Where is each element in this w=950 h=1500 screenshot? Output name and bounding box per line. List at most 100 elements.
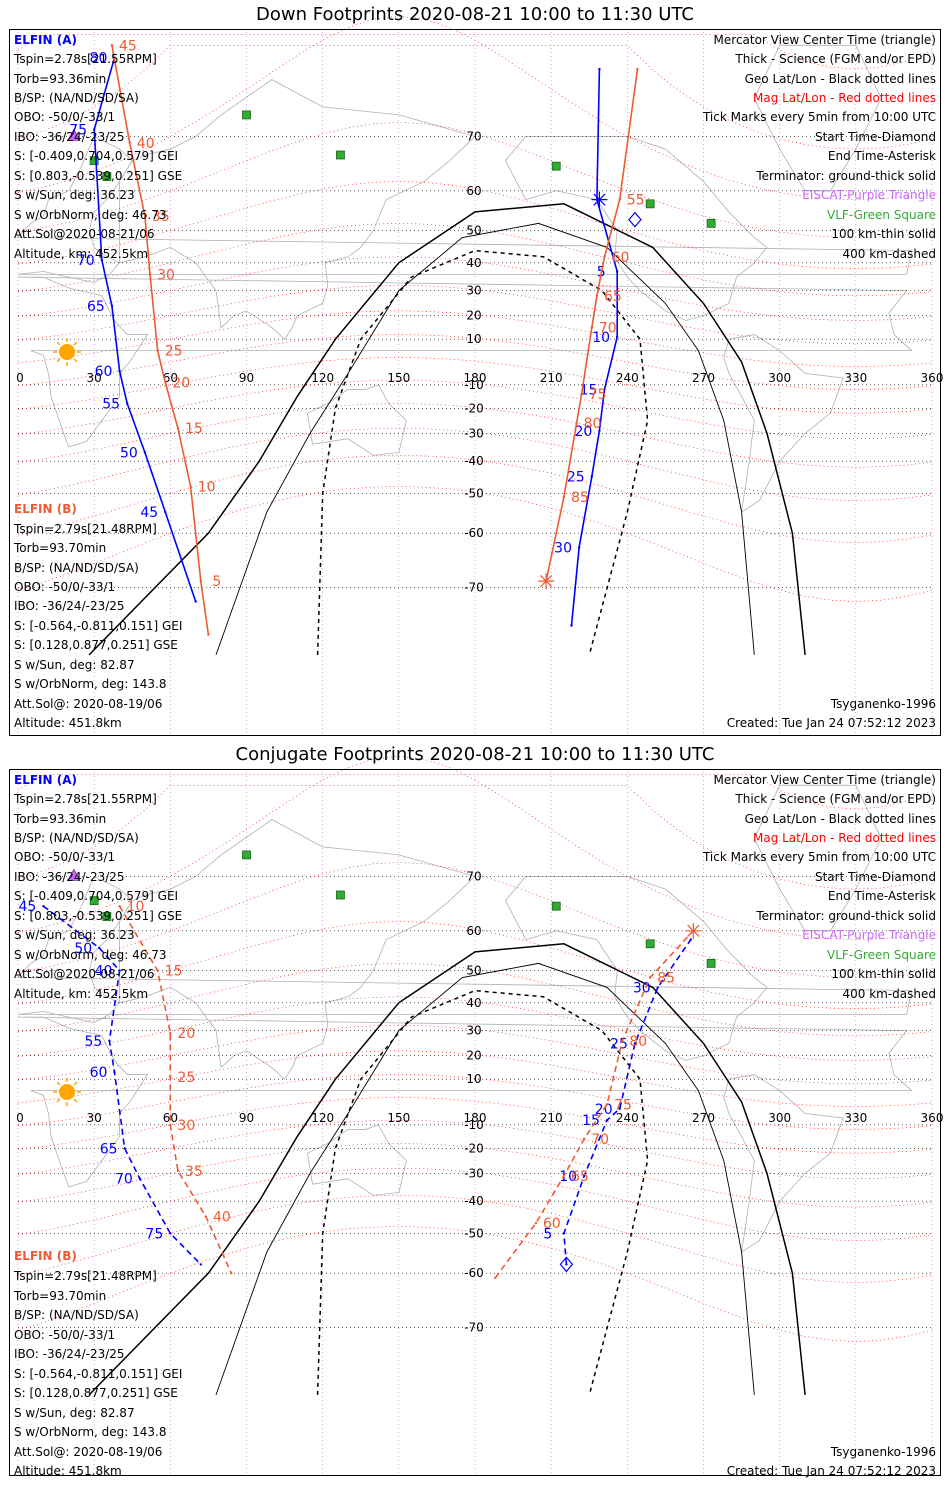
y-tick-label: 50 (466, 224, 481, 238)
elfin-a-line: S: [-0.409,0.704,0.579] GEI (14, 149, 179, 163)
elfin-a-line: S w/OrbNorm, deg: 46.73 (14, 208, 167, 222)
start-diamond-icon (628, 211, 642, 228)
eiscat-triangle-icon (67, 868, 81, 881)
legend-item: Geo Lat/Lon - Black dotted lines (744, 72, 936, 86)
track-point (113, 1071, 116, 1074)
track-point (570, 624, 573, 627)
sun-ray (73, 358, 78, 363)
elfin-b-line: S: [-0.564,-0.811,0.151] GEI (14, 619, 183, 633)
mag-lat-gridline (17, 963, 933, 1037)
elfin-b-line: S: [0.128,0.877,0.251] GSE (14, 638, 178, 652)
elfin-b-track (111, 45, 210, 635)
tick-time-label: 20 (177, 1026, 195, 1042)
legend-item: 400 km-dashed (842, 987, 936, 1001)
track-point (169, 1075, 172, 1079)
track-point (169, 1031, 172, 1035)
tick-time-label: 75 (69, 123, 87, 139)
track-point (562, 1174, 566, 1178)
track-point (110, 44, 114, 47)
y-tick-label: -10 (464, 378, 484, 392)
track-point (598, 67, 601, 71)
tick-time-label: 30 (177, 1118, 195, 1134)
tick-time-label: 5 (212, 574, 221, 590)
track-point (143, 214, 147, 218)
tick-time-label: 75 (589, 387, 607, 403)
legend-item: Mag Lat/Lon - Red dotted lines (752, 91, 936, 105)
legend-item: Thick - Science (FGM and/or EPD) (735, 792, 936, 806)
tick-time-label: 45 (119, 38, 137, 54)
legend-item: Thick - Science (FGM and/or EPD) (735, 52, 936, 66)
elfin-b-header: ELFIN (B) (14, 502, 77, 516)
mag-lat-gridline (17, 785, 933, 890)
x-tick-label: 210 (540, 1111, 563, 1125)
mag-lat-gridline (17, 1194, 933, 1283)
track-point (176, 427, 180, 430)
y-tick-label: 70 (466, 869, 481, 883)
elfin-b-track (545, 68, 639, 582)
mag-lat-gridline (17, 454, 933, 543)
terminator-ground (88, 943, 806, 1396)
vlf-square-icon (102, 912, 112, 921)
legend-item: Tick Marks every 5min from 10:00 UTC (702, 850, 936, 864)
tick-time-label: 15 (185, 421, 203, 437)
track-point (605, 1103, 609, 1106)
track-point (605, 1119, 609, 1122)
legend-item: Mercator View Center Time (triangle) (713, 33, 936, 47)
elfin-a-line: Altitude, km: 452.5km (14, 987, 149, 1001)
elfin-b-line: Tspin=2.79s[21.48RPM] (14, 522, 157, 536)
y-tick-label: 10 (466, 332, 481, 346)
vlf-square-icon (706, 218, 716, 228)
track-point (143, 451, 147, 454)
track-point (633, 1042, 637, 1045)
sun-ray (73, 1081, 78, 1086)
coastline (753, 44, 882, 192)
legend-item: Terminator: ground-thick solid (756, 909, 936, 923)
elfin-b-track (118, 905, 233, 1274)
elfin-a-line: Att.Sol@2020-08-21/06 (14, 967, 155, 981)
y-tick-label: 40 (466, 996, 481, 1010)
vlf-square-icon (242, 110, 251, 120)
y-tick-label: -60 (464, 526, 484, 540)
track-point (123, 1147, 126, 1150)
tick-time-label: 25 (165, 344, 183, 360)
elfin-a-line: S: [0.803,-0.539,0.251] GSE (14, 909, 183, 923)
elfin-b-line: OBO: -50/0/-33/1 (14, 580, 116, 594)
conjugate-footprints-panel: Conjugate Footprints 2020-08-21 10:00 to… (0, 740, 950, 1490)
elfin-b-line: Att.Sol@: 2020-08-19/06 (14, 1445, 163, 1459)
coastline (723, 1074, 844, 1253)
tick-time-label: 15 (580, 382, 598, 398)
elfin-a-track (570, 69, 618, 626)
elfin-a-line: S w/Sun, deg: 36.23 (14, 928, 135, 942)
mag-lat-gridline (17, 427, 933, 501)
y-tick-label: -50 (464, 486, 484, 500)
tick-time-label: 20 (172, 376, 190, 392)
track-point (199, 1263, 202, 1266)
y-tick-label: -40 (464, 454, 484, 468)
tick-time-label: 10 (559, 1169, 577, 1185)
track-point (621, 1039, 624, 1043)
sun-ray (56, 1081, 61, 1086)
x-tick-label: 60 (163, 371, 178, 385)
coastline (306, 384, 407, 456)
tick-time-label: 45 (18, 899, 36, 915)
y-tick-label: -30 (464, 1166, 484, 1180)
track-point (92, 128, 96, 131)
y-tick-label: -30 (464, 426, 484, 440)
track-point (156, 349, 159, 352)
coastline (753, 784, 882, 932)
elfin-b-line: B/SP: (NA/ND/SD/SA) (14, 1308, 139, 1322)
y-tick-label: 60 (466, 184, 481, 198)
track-point (577, 546, 581, 549)
elfin-b-line: S w/OrbNorm, deg: 143.8 (14, 677, 167, 691)
sun-icon (59, 344, 75, 360)
track-point (164, 381, 167, 384)
y-tick-label: 10 (466, 1072, 481, 1086)
legend-item: EISCAT-Purple Triangle (802, 928, 936, 942)
mag-lat-gridline (17, 256, 933, 321)
x-tick-label: 90 (239, 1111, 254, 1125)
plot-frame (9, 769, 941, 1476)
panel-title: Down Footprints 2020-08-21 10:00 to 11:3… (256, 4, 694, 25)
tick-time-label: 15 (165, 964, 183, 980)
tick-time-label: 80 (629, 1034, 647, 1050)
coastline (17, 276, 913, 448)
